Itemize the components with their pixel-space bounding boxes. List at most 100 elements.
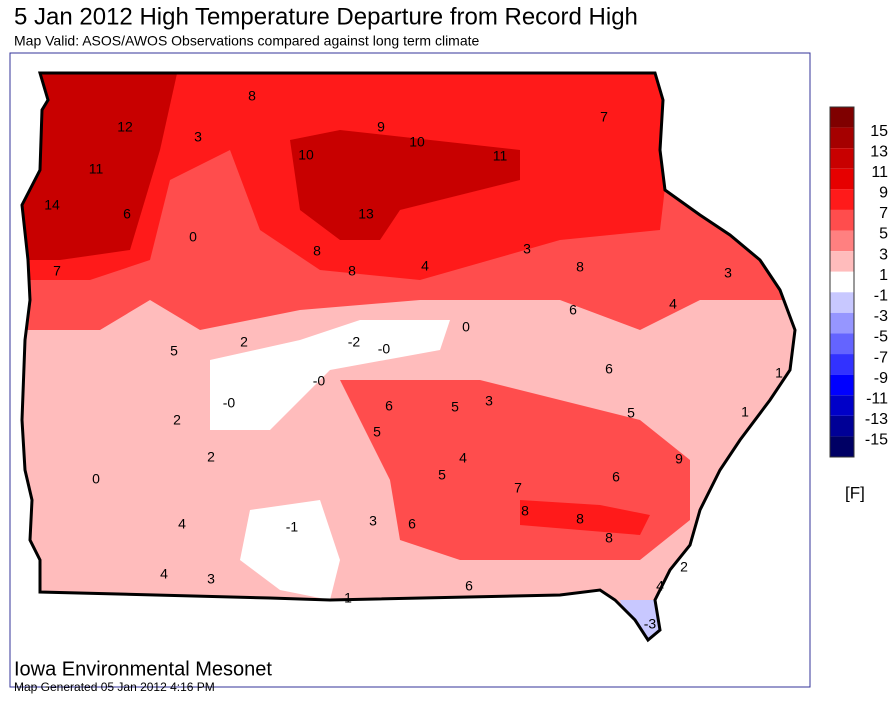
map-value-label: 3 xyxy=(485,393,493,409)
map-value-label: 1 xyxy=(775,365,783,381)
map-value-label: 10 xyxy=(409,134,425,150)
map-value-label: 3 xyxy=(724,265,732,281)
legend-swatch xyxy=(830,312,854,334)
map-value-label: 6 xyxy=(569,302,577,318)
map-value-label: 7 xyxy=(514,480,522,496)
legend-swatch xyxy=(830,189,854,210)
map-value-label: 7 xyxy=(600,109,608,125)
map-value-label: 5 xyxy=(451,399,459,415)
map-value-label: 7 xyxy=(53,263,61,279)
legend-label: -11 xyxy=(866,390,888,407)
legend-swatch xyxy=(830,127,854,149)
legend-swatch xyxy=(830,168,854,190)
map-value-label: 4 xyxy=(669,296,677,312)
map-value-label: -1 xyxy=(286,519,299,535)
footer-generated: Map Generated 05 Jan 2012 4:16 PM xyxy=(14,680,215,694)
map-value-label: -0 xyxy=(313,373,326,389)
map-value-label: 6 xyxy=(123,206,131,222)
map-value-label: 6 xyxy=(408,516,416,532)
map-value-label: 4 xyxy=(421,258,429,274)
map-value-label: 2 xyxy=(240,334,248,350)
map-value-label: 8 xyxy=(313,243,321,259)
map-value-label: 12 xyxy=(117,119,133,135)
map-value-label: 1 xyxy=(741,404,749,420)
legend-swatch xyxy=(830,209,854,231)
legend-label: 1 xyxy=(879,267,888,284)
legend-frame xyxy=(829,106,855,458)
map-value-label: 2 xyxy=(173,412,181,428)
map-value-label: 5 xyxy=(373,424,381,440)
map-value-label: 8 xyxy=(348,263,356,279)
map-value-label: 1 xyxy=(344,590,352,606)
map-value-label: 8 xyxy=(576,511,584,527)
map-value-label: 3 xyxy=(523,241,531,257)
map-value-label: -0 xyxy=(223,395,236,411)
map-value-label: 6 xyxy=(605,361,613,377)
map-value-label: 3 xyxy=(369,513,377,529)
legend-swatch xyxy=(830,148,854,169)
legend-label: 11 xyxy=(871,164,888,181)
map-value-label: 4 xyxy=(459,450,467,466)
map-value-label: 3 xyxy=(194,129,202,145)
map-value-label: 2 xyxy=(207,449,215,465)
map-value-label: 4 xyxy=(656,578,664,594)
map-value-label: 5 xyxy=(627,405,635,421)
map-value-label: 5 xyxy=(170,343,178,359)
map-value-label: 0 xyxy=(189,229,197,245)
legend-unit: [F] xyxy=(845,483,865,502)
map-value-label: 4 xyxy=(160,566,168,582)
map-value-label: 0 xyxy=(92,471,100,487)
legend-label: -3 xyxy=(874,308,888,325)
legend-swatch xyxy=(830,436,854,457)
legend-label: 5 xyxy=(879,226,888,243)
map-value-label: 8 xyxy=(605,530,613,546)
map-value-label: 10 xyxy=(298,147,314,163)
footer-org: Iowa Environmental Mesonet xyxy=(14,658,272,680)
map-value-label: 11 xyxy=(493,148,508,164)
map-value-label: 8 xyxy=(576,259,584,275)
legend-swatch xyxy=(830,354,854,375)
map-value-label: 9 xyxy=(377,119,385,135)
legend-label: -15 xyxy=(865,432,888,449)
legend-label: -5 xyxy=(874,329,888,346)
legend-label: -1 xyxy=(874,288,888,305)
subtitle: Map Valid: ASOS/AWOS Observations compar… xyxy=(14,33,480,49)
legend-swatch xyxy=(830,395,854,416)
map-value-label: -2 xyxy=(348,334,361,350)
legend-label: 13 xyxy=(870,143,888,160)
map-value-label: 6 xyxy=(612,469,620,485)
legend-swatch xyxy=(830,292,854,313)
legend-swatch xyxy=(830,333,854,355)
legend-swatch xyxy=(830,415,854,437)
map-frame xyxy=(9,52,811,688)
map-value-label: -3 xyxy=(644,616,657,632)
legend-swatch xyxy=(830,251,854,272)
map-value-label: 6 xyxy=(465,578,473,594)
map-value-label: 13 xyxy=(358,206,374,222)
legend-swatch xyxy=(830,374,854,396)
map-value-label: 6 xyxy=(385,398,393,414)
title: 5 Jan 2012 High Temperature Departure fr… xyxy=(14,3,638,30)
map-value-label: 4 xyxy=(178,516,186,532)
map-value-label: -0 xyxy=(378,341,391,357)
map-value-label: 8 xyxy=(248,88,256,104)
legend-label: 7 xyxy=(879,205,888,222)
map-fill xyxy=(22,73,795,640)
legend-swatch xyxy=(830,107,854,128)
legend-label: 3 xyxy=(879,246,888,263)
legend-swatch xyxy=(830,271,854,293)
legend-label: 9 xyxy=(879,185,888,202)
map-value-label: 2 xyxy=(680,559,688,575)
map-value-label: 5 xyxy=(438,467,446,483)
map-value-label: 0 xyxy=(462,319,470,335)
map-value-label: 9 xyxy=(675,451,683,467)
legend-label: 15 xyxy=(870,123,888,140)
legend-label: -7 xyxy=(874,349,888,366)
map-value-label: 11 xyxy=(89,161,104,177)
legend-label: -9 xyxy=(874,370,888,387)
legend-label: -13 xyxy=(865,411,888,428)
map-value-label: 14 xyxy=(44,197,60,213)
legend-swatch xyxy=(830,230,854,252)
map-value-label: 3 xyxy=(207,571,215,587)
